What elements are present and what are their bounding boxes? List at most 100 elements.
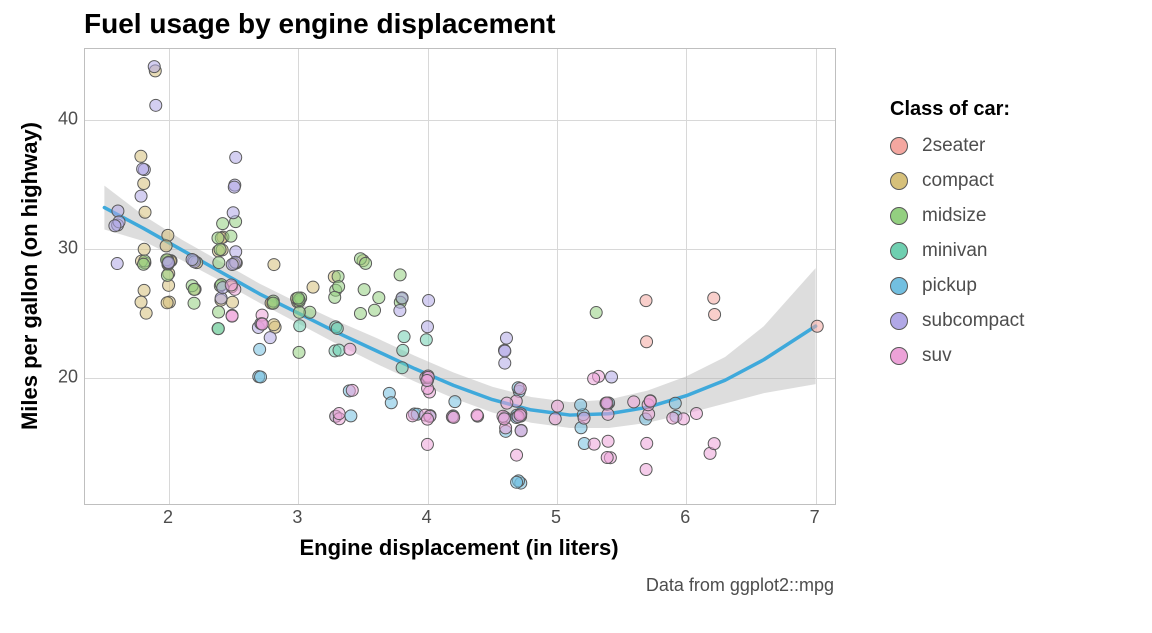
scatter-point	[501, 397, 513, 409]
scatter-point	[515, 425, 527, 437]
scatter-point	[161, 254, 173, 266]
scatter-point	[424, 410, 436, 422]
scatter-point	[498, 413, 510, 425]
legend-label: suv	[922, 345, 952, 367]
scatter-point	[140, 307, 152, 319]
scatter-point	[331, 322, 343, 334]
scatter-point	[229, 179, 241, 191]
scatter-point	[515, 477, 527, 489]
scatter-point	[215, 232, 227, 244]
scatter-point	[578, 412, 590, 424]
legend-item: pickup	[890, 275, 1024, 297]
scatter-point	[420, 334, 432, 346]
y-axis-label: Miles per gallon (on highway)	[17, 121, 43, 429]
scatter-point	[677, 413, 689, 425]
scatter-point	[602, 435, 614, 447]
grid-vertical	[169, 49, 170, 504]
smooth-line	[104, 208, 815, 416]
scatter-layer	[85, 49, 835, 504]
scatter-point	[396, 293, 408, 305]
scatter-point	[330, 410, 342, 422]
scatter-point	[394, 305, 406, 317]
scatter-point	[252, 321, 264, 333]
scatter-point	[212, 232, 224, 244]
scatter-point	[226, 309, 238, 321]
scatter-point	[419, 409, 431, 421]
x-tick-label: 3	[292, 507, 302, 528]
scatter-point	[511, 412, 523, 424]
scatter-point	[137, 163, 149, 175]
legend-items: 2seatercompactmidsizeminivanpickupsubcom…	[890, 135, 1024, 367]
scatter-point	[330, 321, 342, 333]
scatter-point	[670, 410, 682, 422]
scatter-point	[471, 409, 483, 421]
scatter-point	[256, 318, 268, 330]
scatter-point	[291, 292, 303, 304]
grid-vertical	[557, 49, 558, 504]
scatter-point	[577, 409, 589, 421]
smooth-confidence-band	[104, 186, 815, 428]
scatter-point	[139, 257, 151, 269]
scatter-point	[230, 216, 242, 228]
scatter-point	[593, 370, 605, 382]
x-tick-label: 4	[422, 507, 432, 528]
scatter-point	[139, 255, 151, 267]
scatter-point	[230, 256, 242, 268]
scatter-point	[135, 150, 147, 162]
scatter-point	[212, 323, 224, 335]
scatter-point	[161, 269, 173, 281]
legend-label: pickup	[922, 275, 977, 297]
scatter-point	[293, 306, 305, 318]
scatter-point	[500, 332, 512, 344]
y-tick-label: 30	[58, 237, 78, 258]
scatter-point	[215, 292, 227, 304]
scatter-point	[265, 297, 277, 309]
scatter-point	[354, 308, 366, 320]
scatter-point	[162, 229, 174, 241]
scatter-point	[162, 258, 174, 270]
scatter-point	[230, 257, 242, 269]
legend-item: subcompact	[890, 310, 1024, 332]
scatter-point	[514, 383, 526, 395]
grid-horizontal	[85, 249, 835, 250]
scatter-point	[644, 395, 656, 407]
scatter-point	[497, 410, 509, 422]
scatter-point	[354, 253, 366, 265]
scatter-point	[641, 437, 653, 449]
scatter-point	[228, 258, 240, 270]
scatter-point	[357, 255, 369, 267]
scatter-point	[385, 397, 397, 409]
scatter-point	[499, 345, 511, 357]
scatter-point	[448, 411, 460, 423]
scatter-point	[164, 255, 176, 267]
scatter-point	[333, 344, 345, 356]
scatter-point	[549, 413, 561, 425]
scatter-point	[162, 254, 174, 266]
scatter-point	[138, 258, 150, 270]
scatter-point	[499, 357, 511, 369]
scatter-point	[215, 294, 227, 306]
scatter-point	[411, 408, 423, 420]
scatter-point	[511, 449, 523, 461]
scatter-point	[307, 281, 319, 293]
scatter-point	[578, 438, 590, 450]
scatter-point	[225, 279, 237, 291]
scatter-point	[514, 409, 526, 421]
scatter-point	[255, 318, 267, 330]
scatter-point	[601, 397, 613, 409]
scatter-point	[212, 323, 224, 335]
scatter-point	[328, 271, 340, 283]
scatter-point	[225, 230, 237, 242]
scatter-point	[704, 447, 716, 459]
scatter-point	[690, 407, 702, 419]
scatter-point	[230, 246, 242, 258]
scatter-point	[138, 284, 150, 296]
grid-vertical	[298, 49, 299, 504]
scatter-point	[640, 295, 652, 307]
legend-label: minivan	[922, 240, 987, 262]
scatter-point	[256, 309, 268, 321]
scatter-point	[449, 396, 461, 408]
scatter-point	[667, 412, 679, 424]
scatter-point	[150, 99, 162, 111]
legend-title: Class of car:	[890, 98, 1024, 121]
